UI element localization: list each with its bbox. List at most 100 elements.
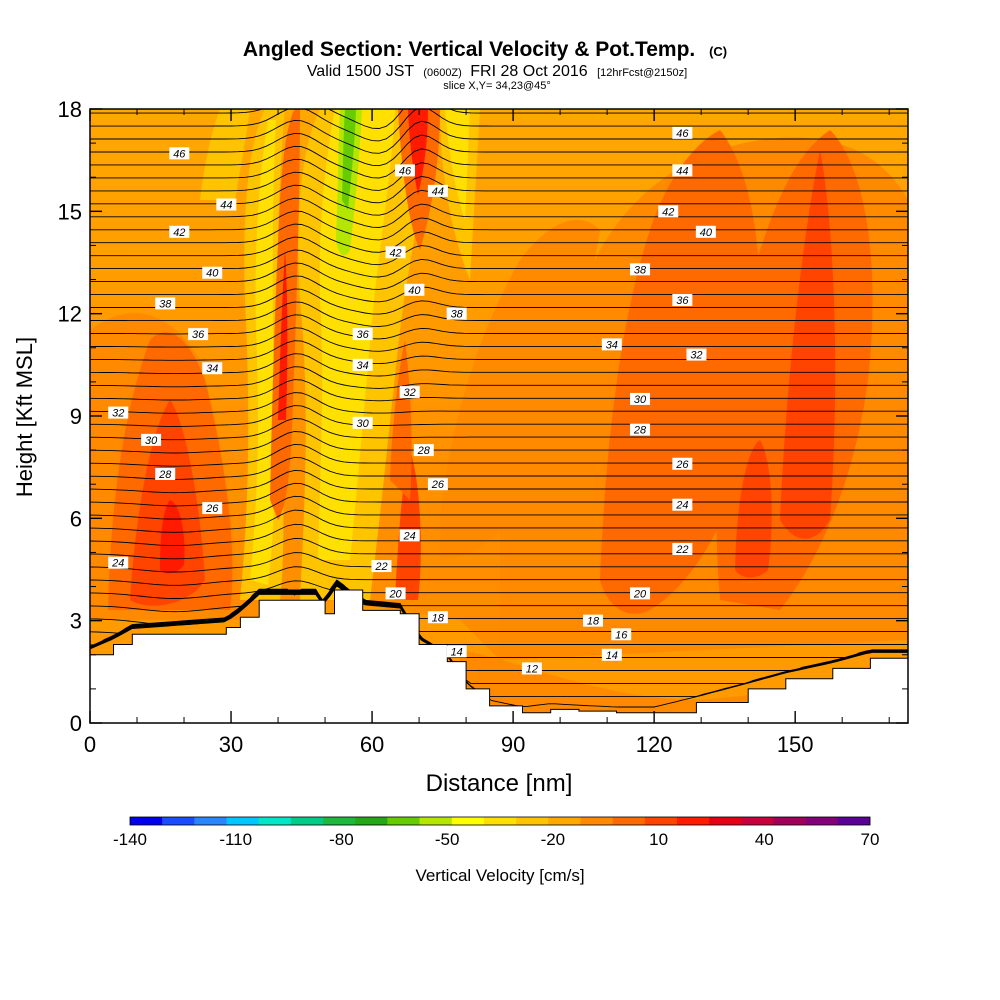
colorbar-swatch xyxy=(644,817,678,825)
colorbar-swatch xyxy=(130,817,163,825)
isotherm-label-box xyxy=(672,498,693,511)
isotherm-label-text: 44 xyxy=(220,200,232,212)
isotherm-label: 36 xyxy=(188,328,209,341)
isentrope-line xyxy=(90,469,908,494)
isotherm-label-text: 30 xyxy=(634,394,647,406)
colorbar-swatch xyxy=(226,817,259,825)
isotherm-label: 28 xyxy=(155,467,176,481)
colorbar-tick-label: -140 xyxy=(113,830,147,849)
y-tick-label: 3 xyxy=(70,609,82,634)
isotherm-label-box xyxy=(169,225,190,238)
colorbar-swatch xyxy=(290,817,324,825)
isotherm-label: 36 xyxy=(352,328,373,341)
isotherm-label-text: 20 xyxy=(388,588,402,600)
isotherm-label-box xyxy=(108,556,129,569)
isentrope-line xyxy=(90,581,908,634)
y-tick-label: 12 xyxy=(58,302,82,327)
isotherm-label-text: 26 xyxy=(675,459,689,471)
colorbar-swatch xyxy=(773,817,806,825)
isentrope-line xyxy=(90,197,908,228)
colorbar: -140 -110 -80 -50 -20 10 40 70 xyxy=(113,816,879,849)
velocity-column-red-a xyxy=(278,250,288,420)
velocity-core-left xyxy=(160,500,185,574)
y-tick-label: 0 xyxy=(70,711,82,736)
isentrope-line xyxy=(90,236,908,266)
velocity-column-redorange-c xyxy=(390,340,412,500)
isotherm-label: 20 xyxy=(630,587,651,600)
isotherm-label-text: 32 xyxy=(404,387,416,399)
isotherm-label-text: 30 xyxy=(357,418,370,430)
isotherm-label-text: 30 xyxy=(145,435,158,447)
colorbar-swatch xyxy=(451,817,485,825)
title-block: Angled Section: Vertical Velocity & Pot.… xyxy=(243,38,727,92)
isotherm-label-box xyxy=(404,283,425,296)
isotherm-label-text: 28 xyxy=(633,425,647,437)
colorbar-tick-label: -110 xyxy=(219,830,252,849)
isotherm-label-text: 24 xyxy=(675,500,688,512)
y-tick-label: 18 xyxy=(58,97,82,122)
isentrope-line xyxy=(90,579,908,599)
isotherm-label: 14 xyxy=(446,645,467,658)
isotherm-label-box xyxy=(630,263,651,276)
isotherm-label-box xyxy=(446,645,467,658)
isotherm-label-text: 34 xyxy=(606,339,618,351)
isotherm-label-text: 34 xyxy=(206,363,218,375)
colorbar-swatch xyxy=(580,817,613,825)
isentrope-line xyxy=(90,132,908,167)
velocity-region-yellow-top xyxy=(445,109,470,220)
isotherm-label-box xyxy=(371,560,392,573)
isentrope-line xyxy=(90,301,908,327)
isotherm-label-box xyxy=(399,529,420,542)
isentrope-line xyxy=(90,456,908,480)
velocity-region-red-left xyxy=(130,400,205,606)
isotherm-label-box xyxy=(202,266,223,279)
isotherm-label-text: 28 xyxy=(158,469,172,481)
isotherm-label: 40 xyxy=(202,266,223,280)
colorbar-tick-label: -20 xyxy=(541,830,566,849)
isotherm-label: 30 xyxy=(630,392,651,406)
isentrope-line xyxy=(90,119,908,154)
isotherm-label: 46 xyxy=(672,126,693,140)
isotherm-label-box xyxy=(352,328,373,341)
velocity-column-red-b xyxy=(408,109,428,195)
isotherm-label: 42 xyxy=(385,246,406,259)
isentrope-line xyxy=(90,158,908,191)
isentrope-line xyxy=(90,523,908,547)
isotherm-label-box xyxy=(385,587,406,600)
isotherm-label-text: 26 xyxy=(431,479,445,491)
isentrope-line xyxy=(90,537,908,560)
isotherm-label-text: 32 xyxy=(690,350,702,362)
isotherm-label: 42 xyxy=(658,205,679,218)
isotherm-label: 22 xyxy=(371,560,392,573)
colorbar-label: Vertical Velocity [cm/s] xyxy=(415,866,584,885)
isotherm-label-text: 40 xyxy=(206,268,219,280)
isentrope-line xyxy=(90,210,908,241)
colorbar-swatch xyxy=(387,817,420,825)
isotherm-label-text: 24 xyxy=(403,530,416,542)
isotherm-label-text: 14 xyxy=(606,650,618,662)
isotherm-label-text: 16 xyxy=(615,629,628,641)
isotherm-label: 38 xyxy=(155,297,176,310)
subtitle-date: FRI 28 Oct 2016 xyxy=(470,63,587,80)
isentrope-line xyxy=(90,223,908,253)
isentrope-line xyxy=(90,552,908,573)
isotherm-label-box xyxy=(108,406,129,419)
colorbar-tick-label: -50 xyxy=(435,830,460,849)
isentrope-line xyxy=(90,431,908,454)
isotherm-label: 26 xyxy=(672,457,693,471)
colorbar-swatch xyxy=(355,817,388,825)
colorbar-swatch xyxy=(419,817,453,825)
isotherm-label-box xyxy=(155,467,176,480)
colorbar-swatch xyxy=(709,817,742,825)
isotherm-label: 18 xyxy=(427,611,448,624)
isotherm-label-text: 42 xyxy=(389,247,401,259)
colorbar-swatch xyxy=(258,817,292,825)
isotherm-label-box xyxy=(394,164,415,177)
isotherm-label: 24 xyxy=(672,498,693,512)
plot-area: 46 44 42 40 38 36 34 32 30 28 26 24 46 44 42 40 38 36 34 32… xyxy=(90,109,908,723)
svg-text:Valid 1500 JST (0600Z): Valid 1500 JST (0600Z) FRI 28 Oct 2016 [… xyxy=(307,63,687,80)
x-tick-label: 60 xyxy=(360,732,384,757)
isentrope-line xyxy=(90,566,908,586)
isotherm-label: 22 xyxy=(672,543,693,556)
